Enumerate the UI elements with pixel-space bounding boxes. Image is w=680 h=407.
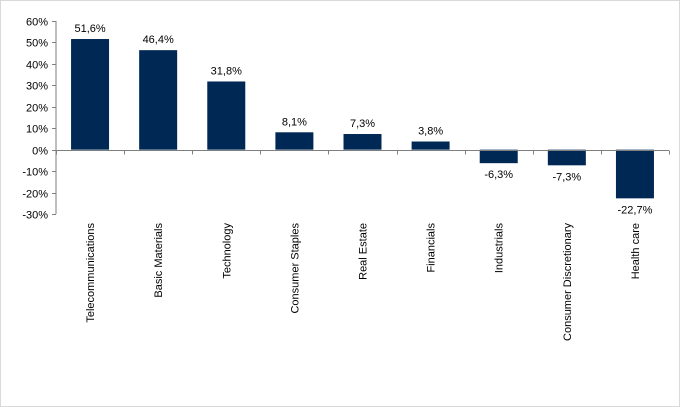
data-label: 7,3% — [350, 118, 375, 130]
data-label: -6,3% — [484, 169, 513, 181]
data-labels-group: 51,6% 46,4% 31,8% 8,1% 7,3% 3,8% -6,3% -7,3% -22… — [74, 23, 652, 216]
y-tick-label: 30% — [26, 81, 48, 93]
category-labels-group: Telecommunications Basic Materials Technol… — [85, 223, 642, 341]
y-tick-label: -30% — [22, 210, 48, 222]
category-label: Health care — [630, 223, 642, 279]
bar — [411, 141, 450, 150]
category-label: Consumer Discretionary — [562, 223, 574, 341]
y-tick-label: 40% — [26, 60, 48, 72]
y-tick-label: -10% — [22, 167, 48, 179]
category-label: Telecommunications — [85, 223, 97, 323]
data-label: 51,6% — [74, 23, 105, 35]
data-label: 8,1% — [282, 116, 307, 128]
category-label: Financials — [426, 223, 438, 273]
data-label: 31,8% — [211, 65, 242, 77]
bar — [139, 50, 178, 150]
bar — [71, 39, 110, 150]
y-axis: 60% 50% 40% 30% 20% 10% 0% -10% -20% -30% — [22, 17, 57, 222]
category-label: Industrials — [494, 223, 506, 274]
bar — [547, 149, 586, 166]
data-label: -22,7% — [618, 204, 653, 216]
y-tick-label: 0% — [32, 146, 48, 158]
category-label: Technology — [221, 223, 233, 279]
y-tick-label: -20% — [22, 189, 48, 201]
bar — [615, 149, 654, 199]
data-label: -7,3% — [552, 171, 581, 183]
bar — [207, 81, 246, 150]
data-label: 46,4% — [143, 34, 174, 46]
category-label: Basic Materials — [153, 223, 165, 298]
bars-group — [71, 39, 654, 199]
y-tick-label: 60% — [26, 17, 48, 29]
y-tick-label: 50% — [26, 38, 48, 50]
bar — [343, 134, 382, 150]
y-tick-label: 10% — [26, 124, 48, 136]
bar — [275, 132, 314, 150]
x-axis — [56, 150, 670, 155]
y-tick-label: 20% — [26, 103, 48, 115]
bar — [479, 149, 518, 164]
data-label: 3,8% — [418, 126, 443, 138]
category-label: Real Estate — [358, 223, 370, 280]
category-label: Consumer Staples — [289, 223, 301, 314]
